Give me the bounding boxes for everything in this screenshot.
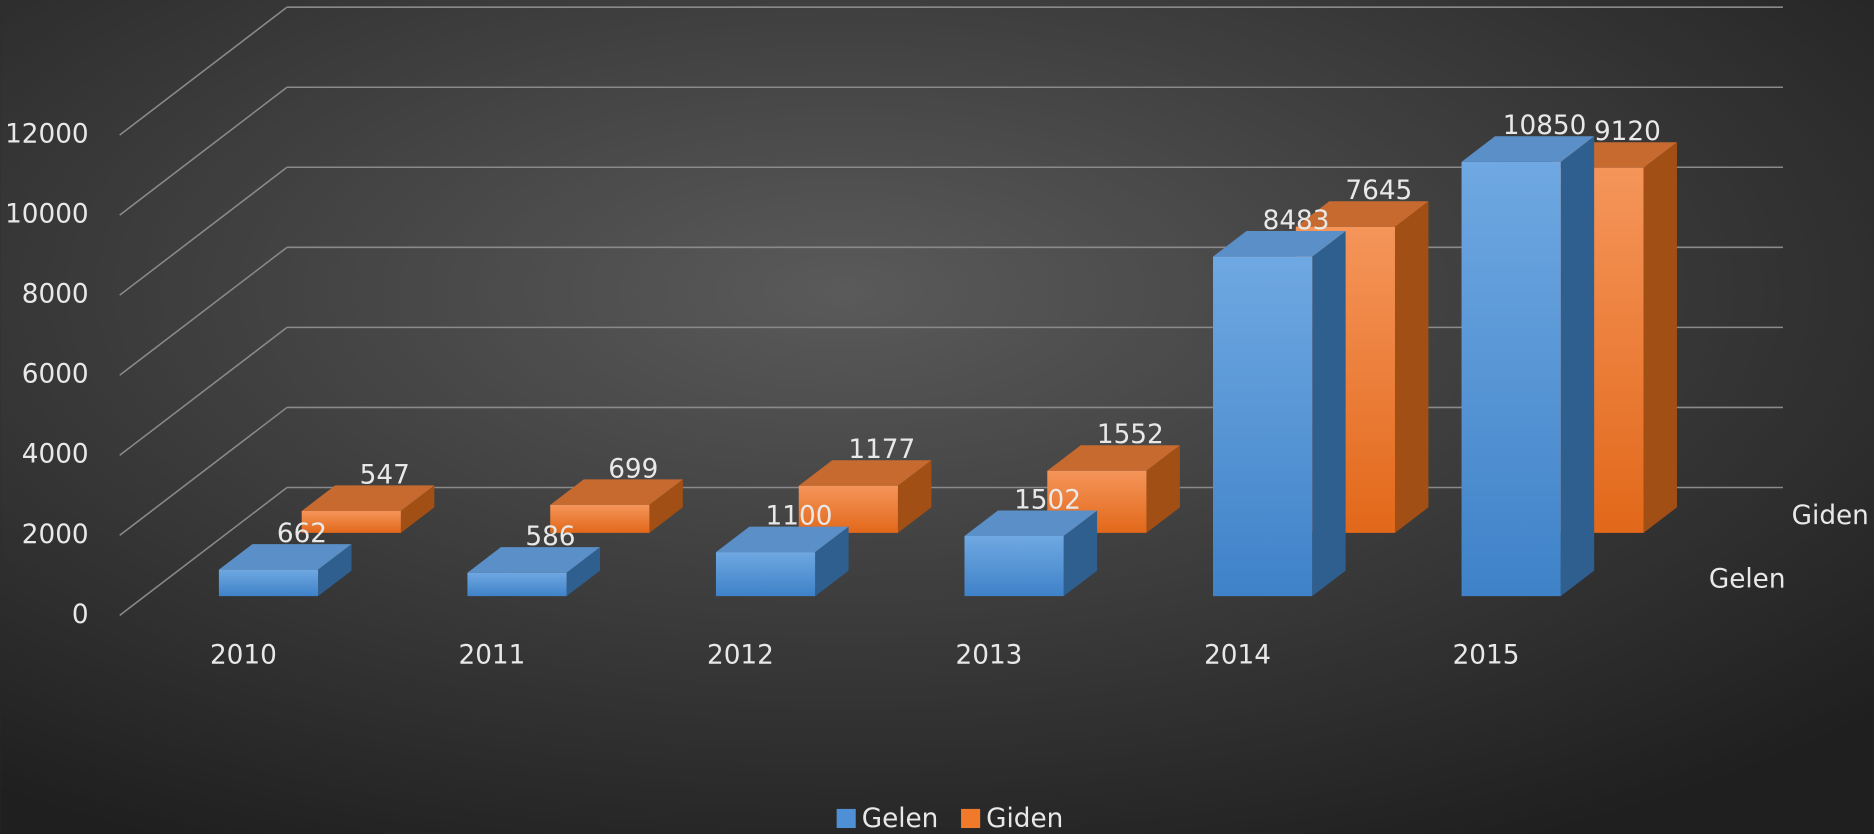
bar — [798, 485, 898, 533]
bar — [467, 572, 567, 597]
y-tick-label: 0 — [72, 600, 89, 630]
y-tick-label: 8000 — [22, 280, 89, 310]
bar — [1461, 161, 1561, 597]
bar-side — [815, 526, 849, 597]
bar-top — [550, 479, 683, 505]
data-label: 662 — [277, 519, 327, 549]
y-tick-label: 12000 — [5, 120, 89, 150]
grid-line — [119, 246, 288, 376]
bar-top — [1047, 445, 1180, 471]
bar-top — [218, 544, 352, 570]
bar-top — [715, 526, 849, 553]
x-tick-label: 2014 — [1204, 640, 1271, 670]
x-tick-label: 2013 — [956, 640, 1023, 670]
bar-top — [1461, 136, 1595, 162]
bar-top — [798, 460, 932, 486]
bar — [964, 536, 1064, 597]
y-tick-label: 10000 — [5, 200, 89, 230]
grid-line — [119, 326, 288, 456]
data-label: 547 — [360, 460, 410, 490]
bar-side — [400, 485, 435, 533]
bar — [1213, 256, 1313, 597]
y-tick-label: 4000 — [22, 440, 89, 470]
bar-top — [467, 547, 601, 573]
data-label: 1502 — [1014, 485, 1081, 515]
bar-top — [1295, 201, 1429, 227]
data-label: 1177 — [848, 435, 915, 465]
bar-top — [964, 510, 1098, 537]
bar — [715, 552, 816, 597]
legend-swatch — [961, 808, 981, 829]
bar-side — [1063, 510, 1098, 597]
bar — [218, 569, 319, 597]
x-tick-label: 2015 — [1453, 640, 1520, 670]
grid-line — [119, 486, 288, 616]
x-tick-label: 2012 — [707, 640, 774, 670]
data-label: 699 — [608, 454, 658, 484]
bar-top — [1213, 231, 1346, 257]
grid-line — [119, 406, 288, 536]
bar-side — [318, 544, 352, 597]
bar — [550, 504, 650, 533]
bar-side — [1146, 445, 1180, 533]
y-tick-label: 6000 — [22, 360, 89, 390]
depth-label: Gelen — [1709, 564, 1786, 594]
bar-side — [649, 479, 683, 533]
grid-line — [119, 166, 288, 296]
x-tick-label: 2011 — [458, 640, 525, 670]
data-label: 10850 — [1503, 111, 1587, 141]
data-label: 1552 — [1097, 420, 1164, 450]
data-label: 8483 — [1263, 206, 1330, 236]
legend-label: Gelen — [862, 804, 939, 834]
legend-swatch — [836, 808, 856, 829]
bar — [301, 510, 401, 533]
bar-side — [1394, 201, 1429, 533]
data-label: 1100 — [766, 502, 833, 532]
y-tick-label: 2000 — [22, 520, 89, 550]
data-label: 586 — [525, 522, 575, 552]
bar-top — [301, 485, 435, 511]
bar-side — [897, 460, 932, 533]
x-tick-label: 2010 — [210, 640, 277, 670]
data-label: 9120 — [1594, 117, 1661, 147]
bar-side — [1312, 231, 1346, 597]
legend-label: Giden — [986, 804, 1063, 834]
bar-side — [1643, 142, 1677, 533]
grid-line — [119, 6, 288, 136]
grid-line — [119, 86, 288, 216]
data-label: 7645 — [1345, 176, 1412, 206]
bar-side — [1560, 136, 1595, 597]
bar-side — [566, 547, 601, 597]
depth-label: Giden — [1792, 501, 1869, 531]
